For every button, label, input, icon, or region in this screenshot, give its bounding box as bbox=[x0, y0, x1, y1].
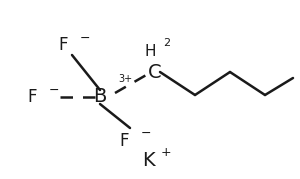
Text: K: K bbox=[142, 151, 154, 170]
Text: −: − bbox=[141, 127, 152, 139]
Text: 2: 2 bbox=[163, 38, 170, 48]
Text: B: B bbox=[93, 88, 107, 107]
Text: −: − bbox=[80, 32, 91, 45]
Text: −: − bbox=[49, 83, 59, 96]
Text: H: H bbox=[144, 45, 156, 59]
Text: F: F bbox=[27, 88, 37, 106]
Text: +: + bbox=[161, 146, 172, 159]
Text: F: F bbox=[119, 132, 129, 150]
Text: C: C bbox=[148, 62, 162, 81]
Text: F: F bbox=[58, 36, 68, 54]
Text: 3+: 3+ bbox=[118, 74, 132, 84]
